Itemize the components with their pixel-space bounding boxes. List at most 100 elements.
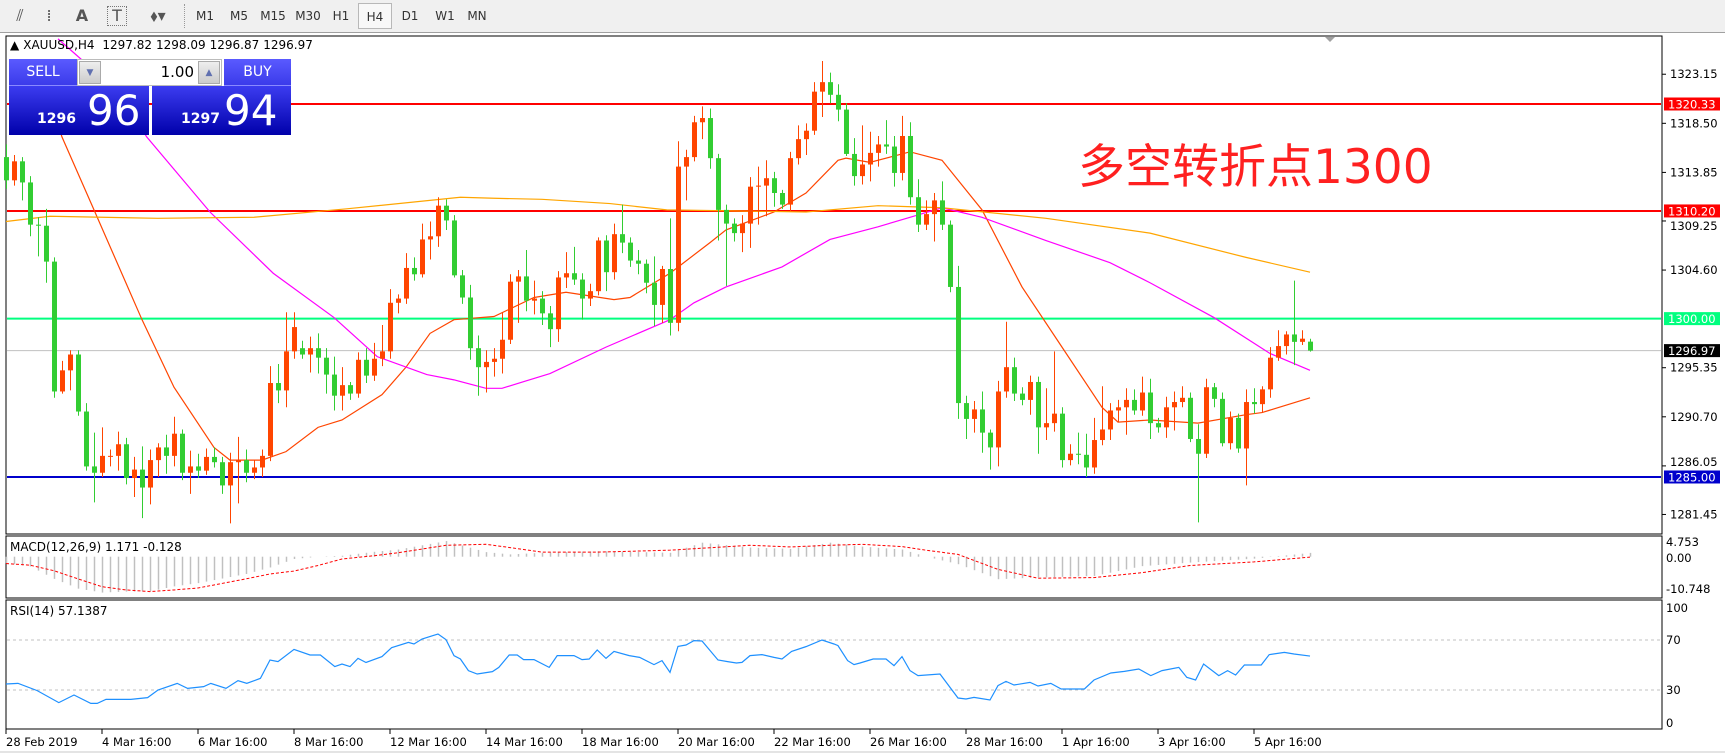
candle-body bbox=[636, 260, 641, 264]
candle bbox=[548, 305, 553, 348]
timeframe-mn-button[interactable]: MN bbox=[467, 9, 487, 23]
candle-body bbox=[820, 82, 825, 92]
candle bbox=[756, 166, 761, 225]
candle bbox=[1244, 389, 1249, 486]
candle-body bbox=[28, 182, 33, 225]
toolbar-grip[interactable] bbox=[184, 4, 186, 28]
candle bbox=[300, 340, 305, 359]
timeframe-m15-button[interactable]: M15 bbox=[260, 9, 286, 23]
toolbar: ⫽ ⁞ A T ⬧▾ M1 M5 M15 M30 H1 H4 D1 W1 MN bbox=[0, 0, 1725, 33]
rsi-panel[interactable] bbox=[5, 599, 1663, 730]
candle-body bbox=[620, 234, 625, 243]
candle-body bbox=[948, 224, 953, 287]
candle-body bbox=[964, 403, 969, 419]
rsi-line bbox=[5, 633, 1311, 704]
candle bbox=[940, 181, 945, 230]
buy-price-button[interactable]: 1297 94 bbox=[152, 86, 291, 135]
timeframe-d1-button[interactable]: D1 bbox=[401, 9, 419, 23]
candle bbox=[516, 270, 521, 323]
candle bbox=[428, 221, 433, 260]
timeframe-w1-button[interactable]: W1 bbox=[435, 9, 455, 23]
candle bbox=[868, 131, 873, 182]
candle-body bbox=[1188, 397, 1193, 439]
candle-body bbox=[1100, 429, 1105, 441]
chart-annotation-text[interactable]: 多空转折点1300 bbox=[1078, 140, 1433, 195]
collapse-triangle-icon[interactable]: ▲ bbox=[10, 38, 20, 52]
candle bbox=[84, 403, 89, 471]
candle-body bbox=[236, 460, 241, 463]
candle-body bbox=[1028, 381, 1033, 400]
candle-body bbox=[124, 444, 129, 479]
macd-label: MACD(12,26,9) 1.171 -0.128 bbox=[10, 540, 182, 554]
sell-price-button[interactable]: 1296 96 bbox=[9, 86, 149, 135]
rsi-axis-label: 70 bbox=[1666, 633, 1681, 647]
candle bbox=[772, 171, 777, 207]
candle-body bbox=[1236, 417, 1241, 449]
symbol-timeframe: XAUUSD,H4 bbox=[23, 38, 95, 52]
candle bbox=[1036, 376, 1041, 454]
candle bbox=[1012, 357, 1017, 401]
candle-body bbox=[340, 385, 345, 396]
candle bbox=[20, 157, 25, 201]
candle-body bbox=[684, 157, 689, 167]
candle-body bbox=[108, 455, 113, 457]
candle bbox=[740, 215, 745, 253]
candle-body bbox=[1044, 423, 1049, 428]
price-tag-label: 1285.00 bbox=[1668, 470, 1716, 484]
candle bbox=[540, 291, 545, 325]
price-tag-label: 1300.00 bbox=[1668, 312, 1716, 326]
candle bbox=[1236, 413, 1241, 453]
lot-increase-button[interactable]: ▲ bbox=[198, 61, 220, 84]
fibonacci-expansion-icon[interactable]: ⫽ bbox=[16, 6, 24, 25]
candle-body bbox=[1300, 338, 1305, 342]
candle bbox=[444, 199, 449, 230]
candle-body bbox=[716, 158, 721, 210]
candle-body bbox=[844, 109, 849, 154]
candle-body bbox=[1036, 381, 1041, 428]
rsi-axis-label: 100 bbox=[1666, 601, 1688, 615]
candle bbox=[100, 427, 105, 477]
timeframe-m1-button[interactable]: M1 bbox=[196, 9, 214, 23]
candle-body bbox=[1132, 399, 1137, 411]
fibonacci-fan-grid-icon[interactable]: ⁞ bbox=[46, 6, 52, 25]
candle-body bbox=[388, 302, 393, 352]
candle-body bbox=[316, 348, 321, 358]
macd-panel[interactable] bbox=[5, 535, 1663, 599]
candle bbox=[900, 115, 905, 181]
lot-decrease-button[interactable]: ▼ bbox=[79, 61, 101, 84]
candle bbox=[1188, 392, 1193, 443]
text-label-icon[interactable]: T bbox=[107, 6, 127, 26]
candle bbox=[156, 443, 161, 477]
candle bbox=[700, 106, 705, 140]
timeframe-h4-button[interactable]: H4 bbox=[358, 3, 392, 29]
sell-price-pips: 96 bbox=[87, 86, 141, 135]
lot-input[interactable] bbox=[104, 62, 194, 83]
candle-body bbox=[84, 411, 89, 467]
candle bbox=[332, 356, 337, 411]
candle bbox=[60, 360, 65, 394]
candle bbox=[524, 250, 529, 312]
candle bbox=[220, 456, 225, 494]
candle bbox=[468, 284, 473, 360]
candle bbox=[1228, 411, 1233, 450]
candle bbox=[1060, 407, 1065, 468]
price-tag-label: 1320.33 bbox=[1668, 98, 1716, 112]
buy-button[interactable]: BUY bbox=[224, 59, 291, 86]
timeframe-h1-button[interactable]: H1 bbox=[332, 9, 350, 23]
candle bbox=[228, 452, 233, 524]
candle-body bbox=[676, 166, 681, 323]
text-icon[interactable]: A bbox=[75, 6, 89, 25]
chart-shift-marker-icon[interactable] bbox=[1325, 37, 1335, 42]
candle-body bbox=[1140, 392, 1145, 411]
arrows-dropdown-icon[interactable]: ⬧▾ bbox=[150, 6, 166, 25]
timeframe-m30-button[interactable]: M30 bbox=[295, 9, 321, 23]
high-price: 1298.09 bbox=[156, 38, 206, 52]
rsi-axis-label: 30 bbox=[1666, 683, 1681, 697]
candle bbox=[644, 259, 649, 294]
candle-body bbox=[724, 209, 729, 224]
candle-body bbox=[60, 370, 65, 392]
timeframe-m5-button[interactable]: M5 bbox=[230, 9, 248, 23]
sell-button[interactable]: SELL bbox=[9, 59, 77, 86]
price-tag-1320.33 bbox=[1664, 97, 1720, 111]
candle bbox=[588, 283, 593, 306]
